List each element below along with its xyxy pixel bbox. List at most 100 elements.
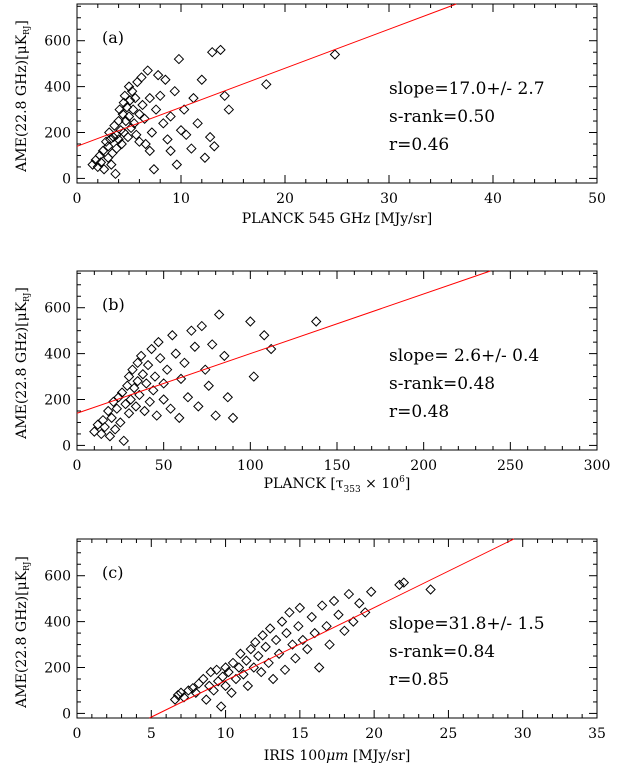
panel-label: (a): [102, 28, 124, 47]
data-point: [126, 85, 138, 97]
data-point: [125, 122, 137, 134]
data-point: [215, 701, 227, 712]
data-point: [127, 104, 139, 115]
data-point: [186, 325, 197, 336]
data-point: [175, 125, 187, 136]
stats-text: r=0.48: [389, 402, 449, 422]
data-point: [87, 159, 98, 170]
data-point: [116, 387, 128, 398]
data-point: [306, 611, 317, 623]
data-point: [125, 394, 136, 405]
data-point: [179, 357, 190, 369]
data-point: [137, 99, 148, 111]
data-point: [293, 620, 304, 632]
y-axis-label: AME(22.8 GHz)[μKRJ]: [14, 20, 31, 173]
data-point: [324, 639, 335, 650]
data-point: [92, 419, 104, 430]
plot-frame: [76, 3, 598, 184]
data-point: [250, 637, 261, 648]
data-point: [199, 152, 211, 163]
data-point: [124, 95, 136, 106]
data-point: [123, 371, 135, 382]
data-point: [227, 657, 239, 669]
fit-line: [149, 538, 515, 719]
data-point: [108, 396, 119, 408]
data-point: [132, 375, 143, 387]
data-point: [104, 431, 116, 442]
data-point: [142, 359, 154, 371]
plot-frame: [76, 538, 598, 719]
data-point: [219, 90, 230, 102]
data-point: [281, 627, 292, 639]
data-point: [154, 352, 166, 364]
data-point: [196, 320, 208, 332]
stats-text: slope=31.8+/- 1.5: [389, 614, 545, 634]
data-point: [169, 694, 181, 705]
data-point: [294, 602, 306, 614]
data-point: [162, 134, 173, 145]
data-point: [215, 44, 226, 56]
data-point: [171, 159, 183, 170]
data-point: [217, 671, 228, 682]
data-point: [122, 380, 133, 391]
data-point: [276, 616, 288, 627]
data-point: [398, 577, 410, 588]
y-tick-label: 0: [62, 706, 71, 722]
x-axis-label: IRIS 100μm [MJy/sr]: [264, 748, 411, 764]
data-point: [227, 412, 239, 424]
data-point: [123, 408, 135, 419]
data-point: [169, 85, 180, 97]
data-point: [425, 584, 436, 595]
data-point: [94, 150, 106, 161]
data-point: [206, 339, 218, 350]
panel-a: 0 10 20 30 40 50 0 200 400 600 (a) slope=17.0+/- 2.…: [14, 3, 606, 227]
y-tick-label: 400: [44, 615, 71, 631]
data-point: [146, 127, 158, 138]
data-point: [219, 350, 230, 362]
data-point: [136, 72, 147, 83]
data-point: [132, 357, 143, 369]
data-point: [102, 405, 114, 417]
x-tick-label: 150: [324, 458, 351, 474]
data-point: [226, 687, 237, 698]
data-point: [158, 394, 169, 405]
data-point: [180, 129, 192, 141]
x-tick-label: 20: [276, 191, 294, 207]
data-point: [241, 655, 252, 666]
x-axis-label: PLANCK 545 GHz [MJy/sr]: [242, 211, 432, 227]
data-point: [233, 662, 245, 673]
fit-line: [76, 3, 457, 147]
data-point: [192, 118, 203, 129]
data-point: [95, 157, 107, 168]
data-point: [178, 692, 190, 703]
panel-label: (b): [102, 295, 125, 314]
data-point: [172, 689, 184, 701]
data-point: [365, 586, 377, 597]
data-point: [141, 378, 152, 389]
data-point: [165, 111, 176, 122]
data-point: [96, 428, 107, 440]
stats-text: s-rank=0.50: [389, 107, 495, 127]
data-point: [211, 664, 222, 676]
data-point: [186, 143, 197, 154]
x-tick-label: 200: [410, 458, 437, 474]
data-point: [245, 643, 257, 655]
data-point: [178, 104, 190, 115]
y-tick-label: 200: [44, 393, 71, 409]
x-tick-label: 300: [584, 458, 611, 474]
panel-b: 0 50 100 150 200 250 300 0 200 400 600 (b) slope= 2.…: [14, 270, 611, 495]
y-tick-label: 600: [44, 34, 71, 50]
x-tick-label: 0: [73, 191, 82, 207]
data-point: [106, 159, 117, 170]
x-tick-label: 0: [73, 726, 82, 742]
data-point: [220, 662, 231, 673]
data-point: [111, 403, 123, 414]
x-tick-label: 5: [147, 726, 156, 742]
data-point: [182, 392, 194, 403]
data-point: [135, 350, 147, 362]
data-point: [110, 168, 121, 180]
data-point: [144, 396, 156, 408]
y-tick-label: 400: [44, 80, 71, 96]
data-point: [150, 104, 162, 115]
data-point: [242, 680, 254, 692]
